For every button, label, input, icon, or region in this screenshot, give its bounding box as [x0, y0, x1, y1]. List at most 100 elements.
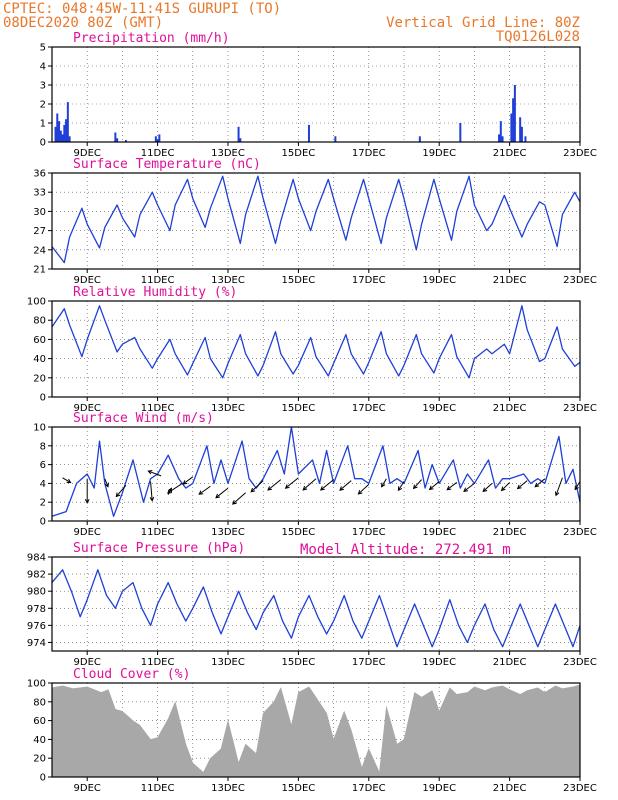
rh-xtick-label: 15DEC — [282, 403, 316, 414]
precip-bar — [524, 136, 527, 142]
precip-bar — [68, 136, 71, 142]
wind-arrow-shaft — [397, 481, 405, 491]
wind-arrow-shaft — [574, 481, 581, 490]
precip-bar — [307, 124, 310, 142]
temp-ytick-label: 36 — [33, 169, 46, 180]
wind-arrow-shaft — [555, 477, 563, 496]
pres-ytick-label: 978 — [27, 604, 46, 615]
precip-ytick-label: 2 — [40, 100, 46, 111]
cloud-frame — [51, 682, 581, 778]
wind-panel: Surface Wind (m/s) 0 2 4 6 8 10 9DEC 11DEC 13DEC 1… — [33, 411, 597, 538]
precip-bar — [510, 113, 513, 142]
cloud-ytick-label: 60 — [33, 716, 46, 727]
precip-bar — [239, 138, 242, 142]
rh-xtick-label: 21DEC — [493, 403, 527, 414]
wind-arrow-head — [149, 496, 155, 502]
temp-title: Surface Temperature (nC) — [73, 157, 261, 172]
rh-xtick-label: 17DEC — [352, 403, 386, 414]
cloud-xtick-label: 15DEC — [282, 783, 316, 794]
wind-arrow-shaft — [429, 481, 440, 490]
wind-title: Surface Wind (m/s) — [73, 411, 214, 426]
cloud-xtick-label: 17DEC — [352, 783, 386, 794]
wind-arrow-head — [232, 500, 237, 505]
rh-ytick-label: 40 — [33, 354, 46, 365]
wind-ytick-label: 8 — [40, 441, 46, 452]
cloud-area — [51, 684, 581, 778]
wind-xtick-label: 19DEC — [422, 527, 456, 538]
precip-xtick-label: 13DEC — [211, 148, 245, 159]
precip-bar — [59, 130, 62, 142]
wind-arrow-shaft — [62, 477, 71, 483]
wind-arrow-head — [500, 486, 506, 492]
wind-arrow-shaft — [446, 482, 458, 491]
rh-frame — [51, 300, 581, 398]
wind-arrow-shaft — [339, 480, 352, 491]
precip-frame — [51, 46, 581, 143]
rh-ytick-label: 100 — [27, 297, 46, 308]
rh-xtick-label: 13DEC — [211, 403, 245, 414]
cloud-ytick-label: 40 — [33, 735, 46, 746]
temp-ytick-label: 33 — [33, 188, 46, 199]
wind-arrow-head — [339, 486, 345, 491]
rh-ytick-label: 80 — [33, 316, 46, 327]
wind-arrow-shaft — [463, 483, 475, 492]
wind-arrow-head — [302, 485, 308, 491]
precip-bar — [156, 139, 159, 142]
pres-line — [51, 569, 581, 648]
rh-xtick-label: 9DEC — [74, 403, 101, 414]
precip-bar — [499, 121, 502, 142]
wind-arrow-head — [115, 492, 121, 498]
precip-ytick-label: 3 — [40, 81, 46, 92]
wind-arrow-head — [319, 486, 325, 491]
pres-ytick-label: 974 — [27, 638, 46, 649]
rh-xtick-label: 19DEC — [422, 403, 456, 414]
wind-line — [51, 426, 581, 517]
temp-xtick-label: 9DEC — [74, 275, 101, 286]
wind-arrow-head — [84, 498, 90, 504]
precip-bar — [61, 134, 64, 142]
temp-xtick-label: 13DEC — [211, 275, 245, 286]
precip-xtick-label: 15DEC — [282, 148, 316, 159]
precip-bar — [520, 126, 523, 142]
wind-arrow-head — [397, 486, 403, 492]
temp-panel: Surface Temperature (nC) 21 24 27 30 33 36 9DEC… — [33, 157, 597, 286]
wind-arrow-head — [250, 487, 256, 493]
wind-arrow-shaft — [302, 478, 317, 491]
wind-arrow-shaft — [182, 476, 194, 485]
wind-arrow-shaft — [534, 478, 546, 488]
precip-bar — [66, 102, 69, 142]
header-location: CPTEC: 048:45W-11:41S GURUPI (TO) — [3, 1, 281, 17]
temp-xtick-label: 11DEC — [141, 275, 175, 286]
precip-bar — [512, 98, 515, 142]
wind-arrow-head — [482, 487, 488, 493]
wind-arrow-head — [357, 489, 363, 495]
wind-ytick-label: 2 — [40, 498, 46, 509]
wind-arrow-head — [182, 480, 188, 485]
pres-xtick-label: 19DEC — [422, 657, 456, 668]
temp-xtick-label: 21DEC — [493, 275, 527, 286]
pres-xtick-label: 15DEC — [282, 657, 316, 668]
wind-arrow-shaft — [381, 478, 387, 487]
wind-arrow-head — [428, 485, 434, 491]
wind-arrow-shaft — [215, 487, 229, 499]
precip-bar — [334, 136, 337, 142]
precip-bar — [124, 140, 127, 142]
pres-xtick-label: 13DEC — [211, 657, 245, 668]
wind-xtick-label: 23DEC — [563, 527, 597, 538]
wind-arrow-shaft — [501, 482, 510, 491]
pres-xtick-label: 11DEC — [141, 657, 175, 668]
pres-xtick-label: 21DEC — [493, 657, 527, 668]
cloud-ytick-label: 100 — [27, 679, 46, 690]
wind-arrow-shaft — [150, 481, 153, 501]
wind-arrow-head — [574, 485, 579, 491]
wind-xtick-label: 11DEC — [141, 527, 175, 538]
wind-arrow-shaft — [267, 479, 282, 491]
cloud-xtick-label: 19DEC — [422, 783, 456, 794]
panels: Precipitation (mm/h) 0 1 2 3 4 5 9DEC 11DEC 13DEC… — [27, 31, 597, 794]
wind-arrow-head — [215, 493, 220, 499]
precip-bar — [114, 132, 117, 142]
cloud-ytick-label: 20 — [33, 754, 46, 765]
precip-bar — [513, 85, 516, 142]
rh-xtick-label: 23DEC — [563, 403, 597, 414]
